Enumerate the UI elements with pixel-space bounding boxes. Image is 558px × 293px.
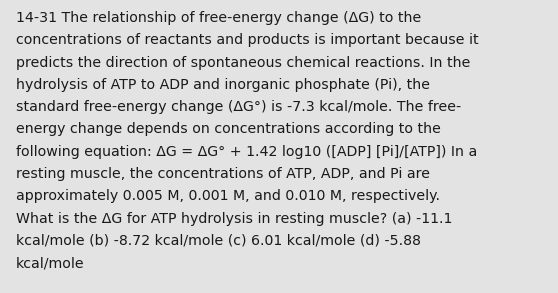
Text: hydrolysis of ATP to ADP and inorganic phosphate (Pi), the: hydrolysis of ATP to ADP and inorganic p… bbox=[16, 78, 430, 92]
Text: concentrations of reactants and products is important because it: concentrations of reactants and products… bbox=[16, 33, 478, 47]
Text: predicts the direction of spontaneous chemical reactions. In the: predicts the direction of spontaneous ch… bbox=[16, 56, 470, 70]
Text: approximately 0.005 M, 0.001 M, and 0.010 M, respectively.: approximately 0.005 M, 0.001 M, and 0.01… bbox=[16, 189, 440, 203]
Text: kcal/mole: kcal/mole bbox=[16, 256, 84, 270]
Text: What is the ΔG for ATP hydrolysis in resting muscle? (a) -11.1: What is the ΔG for ATP hydrolysis in res… bbox=[16, 212, 452, 226]
Text: energy change depends on concentrations according to the: energy change depends on concentrations … bbox=[16, 122, 440, 137]
Text: following equation: ΔG = ΔG° + 1.42 log10 ([ADP] [Pi]/[ATP]) In a: following equation: ΔG = ΔG° + 1.42 log1… bbox=[16, 145, 477, 159]
Text: kcal/mole (b) -8.72 kcal/mole (c) 6.01 kcal/mole (d) -5.88: kcal/mole (b) -8.72 kcal/mole (c) 6.01 k… bbox=[16, 234, 421, 248]
Text: standard free-energy change (ΔG°) is -7.3 kcal/mole. The free-: standard free-energy change (ΔG°) is -7.… bbox=[16, 100, 461, 114]
Text: resting muscle, the concentrations of ATP, ADP, and Pi are: resting muscle, the concentrations of AT… bbox=[16, 167, 430, 181]
Text: 14-31 The relationship of free-energy change (ΔG) to the: 14-31 The relationship of free-energy ch… bbox=[16, 11, 421, 25]
